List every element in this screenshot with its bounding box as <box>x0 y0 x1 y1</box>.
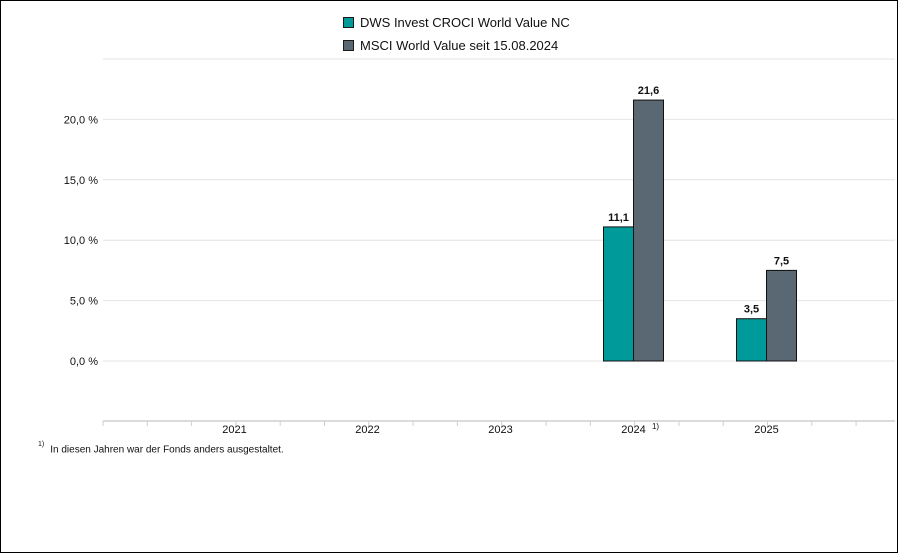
legend-item-fund: DWS Invest CROCI World Value NC <box>343 12 570 32</box>
legend: DWS Invest CROCI World Value NC MSCI Wor… <box>343 12 570 58</box>
x-tick-label: 2021 <box>222 424 246 436</box>
footnote: 1) In diesen Jahren war der Fonds anders … <box>38 441 284 456</box>
data-label: 7,5 <box>774 255 789 267</box>
data-label: 3,5 <box>744 304 759 316</box>
y-tick-label: 5,0 % <box>70 296 98 308</box>
y-tick-label: 15,0 % <box>64 175 98 187</box>
legend-label-benchmark: MSCI World Value seit 15.08.2024 <box>360 37 559 53</box>
data-label: 21,6 <box>638 85 659 97</box>
footnote-marker: 1) <box>38 441 45 448</box>
legend-item-benchmark: MSCI World Value seit 15.08.2024 <box>343 35 570 55</box>
bar-series-0 <box>603 226 634 362</box>
y-tick-label: 0,0 % <box>70 356 98 368</box>
x-tick-label: 2023 <box>488 424 512 436</box>
x-tick-label: 2024 <box>621 424 645 436</box>
bar-series-1 <box>633 99 664 362</box>
legend-swatch-fund <box>343 16 354 28</box>
x-tick-footnote-marker: 1) <box>652 422 659 431</box>
legend-label-fund: DWS Invest CROCI World Value NC <box>360 14 570 30</box>
x-tick-label: 2022 <box>355 424 379 436</box>
y-tick-label: 20,0 % <box>64 114 98 126</box>
footnote-text: In diesen Jahren war der Fonds anders au… <box>50 444 284 456</box>
y-tick-label: 10,0 % <box>64 235 98 247</box>
x-tick-label: 2025 <box>754 424 778 436</box>
data-label: 11,1 <box>608 212 629 224</box>
bar-series-0 <box>736 318 767 362</box>
bar-series-1 <box>766 269 797 362</box>
legend-swatch-benchmark <box>343 39 354 51</box>
